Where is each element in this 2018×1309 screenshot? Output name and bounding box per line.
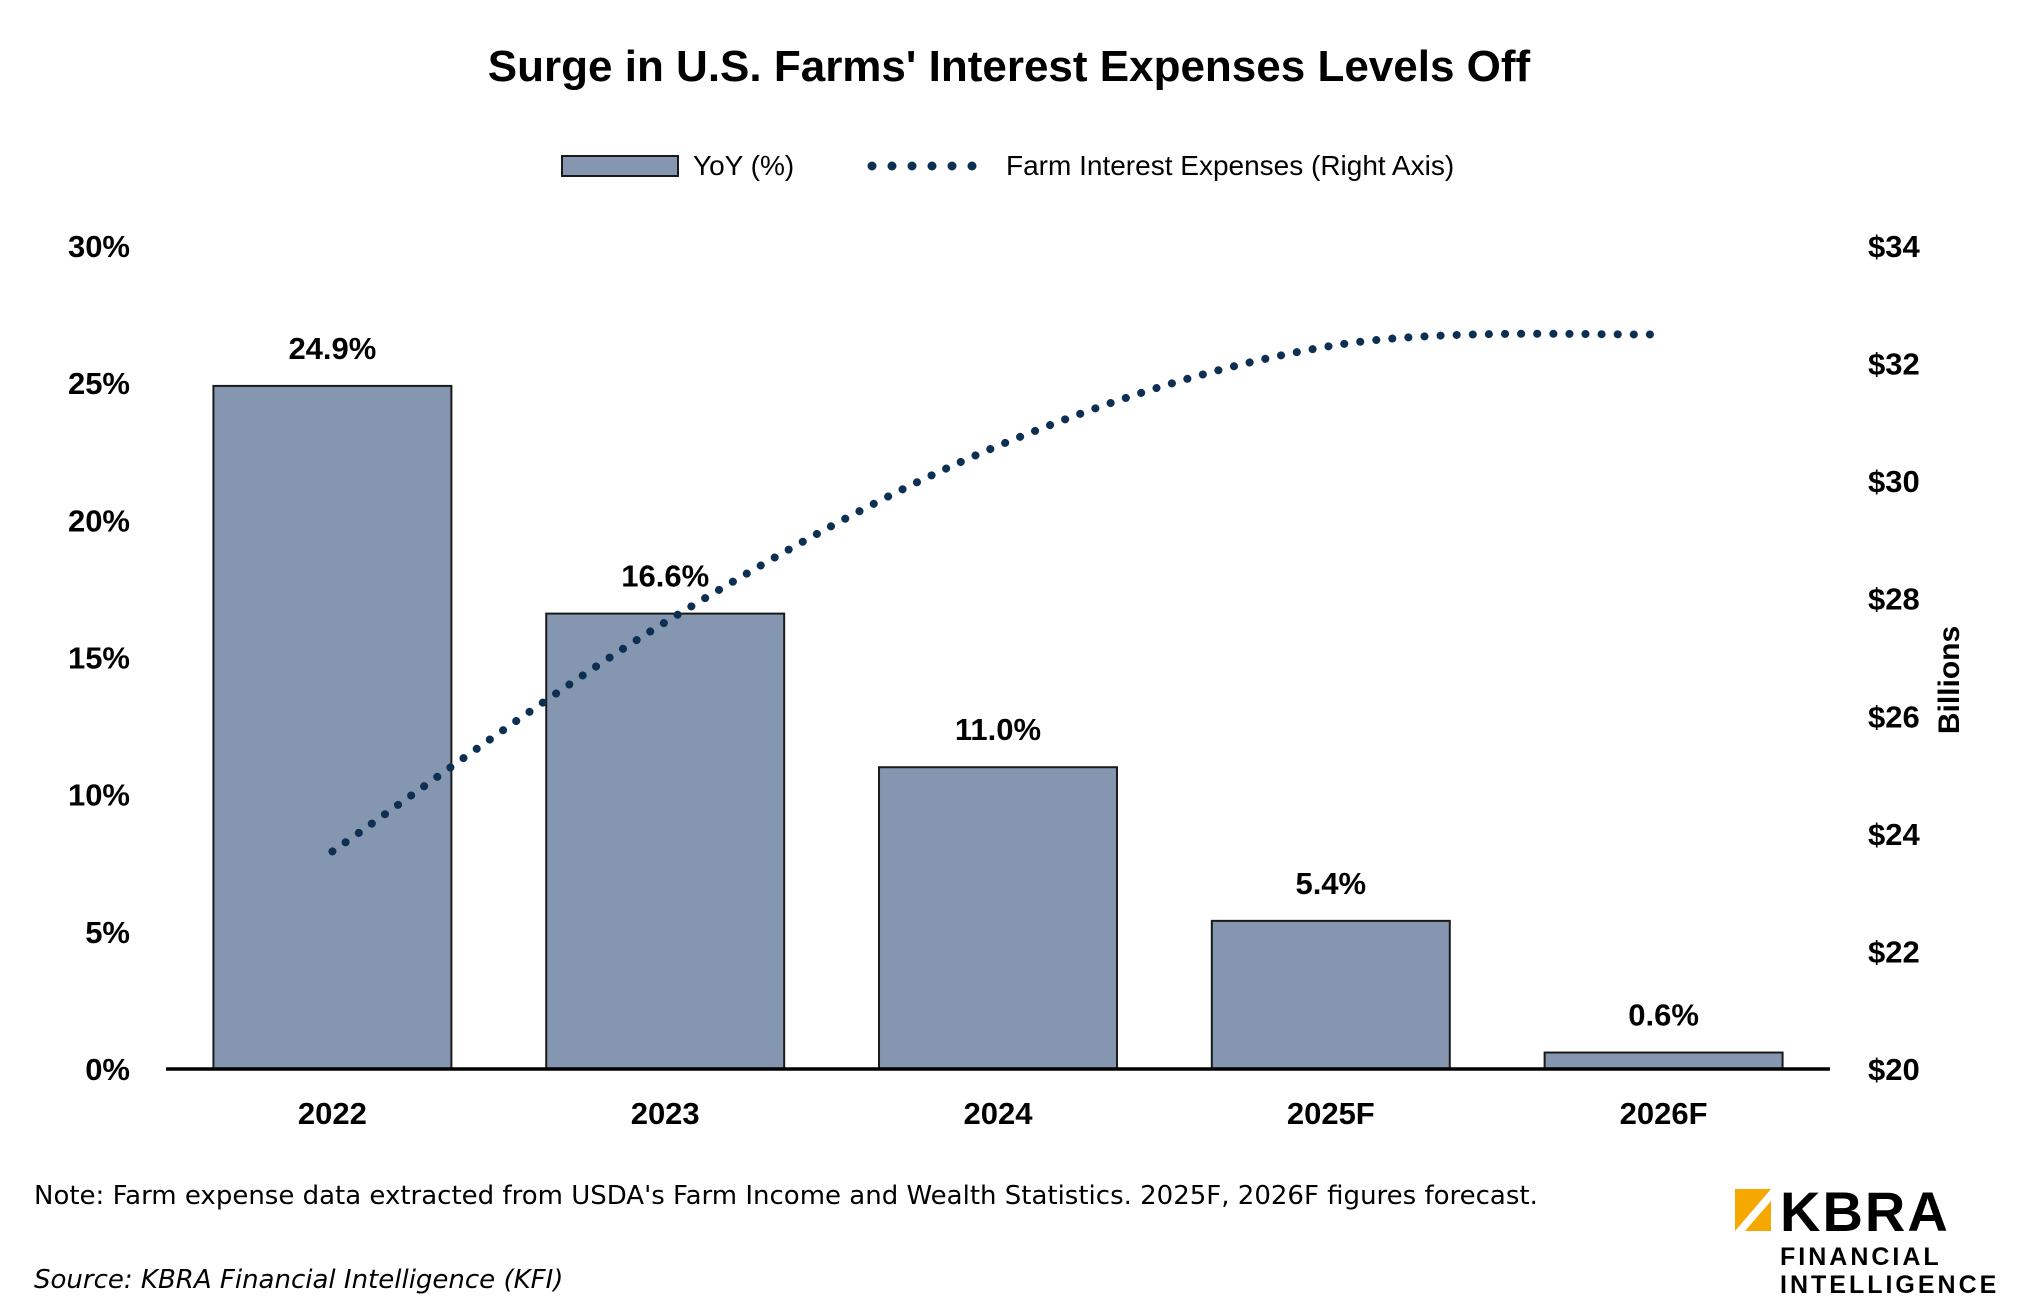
legend-item-interest-expenses: Farm Interest Expenses (Right Axis) <box>866 150 1454 182</box>
category-tick-label: 2024 <box>964 1096 1034 1131</box>
left-axis-tick-label: 15% <box>68 641 130 676</box>
category-tick-label: 2023 <box>631 1096 700 1131</box>
left-axis-tick-label: 20% <box>68 503 130 538</box>
right-axis-tick-label: $24 <box>1868 817 1920 852</box>
footnote: Note: Farm expense data extracted from U… <box>34 1181 1538 1211</box>
legend-label-interest-expenses: Farm Interest Expenses (Right Axis) <box>1006 150 1455 181</box>
bar <box>1210 919 1451 1070</box>
right-axis-label: Billions <box>1933 625 1966 735</box>
bar <box>878 766 1118 1070</box>
right-axis-tick-label: $32 <box>1868 347 1920 382</box>
logo-subtitle-line2: INTELLIGENCE <box>1780 1271 2000 1299</box>
chart-title: Surge in U.S. Farms' Interest Expenses L… <box>487 42 1531 91</box>
logo-wordmark: KBRA <box>1780 1180 1950 1243</box>
right-axis-tick-label: $26 <box>1868 699 1920 734</box>
left-axis-tick-label: 25% <box>68 366 130 401</box>
legend-label-yoy: YoY (%) <box>693 150 795 181</box>
bar <box>212 384 453 1071</box>
legend: YoY (%) Farm Interest Expenses (Right Ax… <box>0 150 2018 190</box>
bar-data-label: 0.6% <box>1628 998 1699 1033</box>
legend-item-yoy: YoY (%) <box>561 150 794 182</box>
logo-subtitle-line1: FINANCIAL <box>1780 1243 1942 1271</box>
legend-bar-swatch <box>561 155 679 177</box>
bar-data-label: 24.9% <box>288 331 376 366</box>
left-axis-tick-label: 5% <box>85 915 130 950</box>
left-axis-tick-label: 0% <box>85 1052 130 1087</box>
bar-data-label: 11.0% <box>955 712 1041 747</box>
right-axis-tick-label: $34 <box>1868 229 1920 264</box>
bar-data-label: 16.6% <box>621 559 709 594</box>
category-tick-label: 2025F <box>1287 1096 1375 1131</box>
right-axis-tick-label: $22 <box>1868 934 1920 969</box>
right-axis-tick-label: $28 <box>1868 582 1920 617</box>
left-axis-tick-label: 10% <box>68 778 130 813</box>
category-tick-label: 2026F <box>1620 1096 1708 1131</box>
bar <box>1543 1051 1784 1071</box>
kbra-logo: KBRA FINANCIAL INTELLIGENCE <box>1735 1180 2005 1299</box>
logo-mark-icon <box>1735 1189 1771 1231</box>
legend-dotted-line-swatch <box>867 161 977 171</box>
right-axis-tick-label: $30 <box>1868 464 1920 499</box>
bar <box>545 612 786 1071</box>
right-axis-tick-label: $20 <box>1868 1052 1920 1087</box>
interest-expenses-line <box>328 329 1668 856</box>
category-tick-label: 2022 <box>298 1096 367 1131</box>
left-axis-tick-label: 30% <box>68 229 130 264</box>
bar-data-label: 5.4% <box>1295 866 1366 901</box>
source-text: Source: KBRA Financial Intelligence (KFI… <box>34 1265 564 1295</box>
